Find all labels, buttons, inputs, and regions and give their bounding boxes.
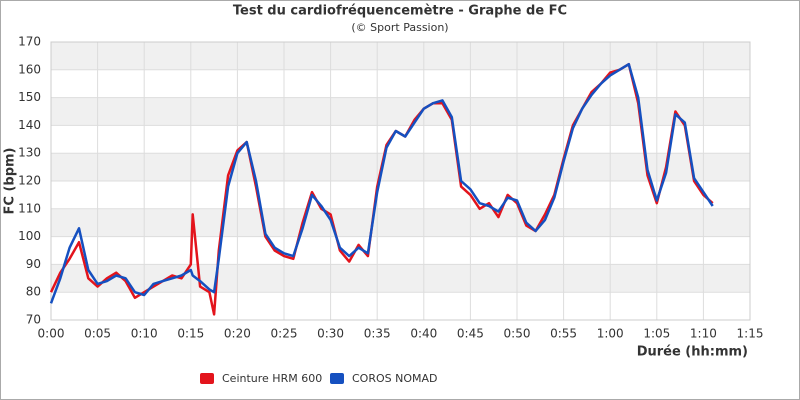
x-tick-label: 0:40 xyxy=(410,327,437,341)
y-tick-label: 170 xyxy=(18,35,41,49)
band xyxy=(51,42,750,70)
x-tick-label: 0:50 xyxy=(504,327,531,341)
x-tick-label: 0:00 xyxy=(38,327,65,341)
series-line xyxy=(49,62,714,304)
y-tick-label: 70 xyxy=(26,313,41,327)
y-axis-label: FC (bpm) xyxy=(3,148,18,215)
legend-swatch xyxy=(330,373,344,384)
x-tick-label: 0:15 xyxy=(177,327,204,341)
y-tick-label: 110 xyxy=(18,201,41,215)
legend-swatch xyxy=(200,373,214,384)
band xyxy=(51,153,750,181)
band xyxy=(51,208,750,237)
chart-subtitle: (© Sport Passion) xyxy=(351,21,448,34)
x-tick-label: 1:10 xyxy=(690,327,717,341)
x-tick-label: 0:05 xyxy=(84,327,111,341)
y-tick-label: 160 xyxy=(18,62,41,76)
band xyxy=(51,264,750,293)
x-tick-label: 1:05 xyxy=(643,327,670,341)
x-tick-label: 0:20 xyxy=(224,327,251,341)
x-tick-label: 0:45 xyxy=(457,327,484,341)
legend-label: COROS NOMAD xyxy=(352,372,438,385)
y-tick-label: 120 xyxy=(18,174,41,188)
y-tick-label: 100 xyxy=(18,229,41,243)
x-tick-label: 1:15 xyxy=(737,327,764,341)
x-tick-label: 1:00 xyxy=(597,327,624,341)
band xyxy=(51,97,750,126)
x-tick-label: 0:10 xyxy=(131,327,158,341)
y-tick-label: 140 xyxy=(18,118,41,132)
x-tick-label: 0:35 xyxy=(364,327,391,341)
x-tick-label: 0:55 xyxy=(550,327,577,341)
y-tick-label: 80 xyxy=(26,285,41,299)
chart-title: Test du cardiofréquencemètre - Graphe de… xyxy=(233,4,567,19)
y-tick-label: 130 xyxy=(18,146,41,160)
x-axis-label: Durée (hh:mm) xyxy=(637,345,748,360)
plot-border xyxy=(50,41,751,321)
y-tick-label: 150 xyxy=(18,90,41,104)
x-tick-label: 0:25 xyxy=(271,327,298,341)
legend-label: Ceinture HRM 600 xyxy=(222,372,322,385)
x-tick-label: 0:30 xyxy=(317,327,344,341)
y-tick-label: 90 xyxy=(26,257,41,271)
